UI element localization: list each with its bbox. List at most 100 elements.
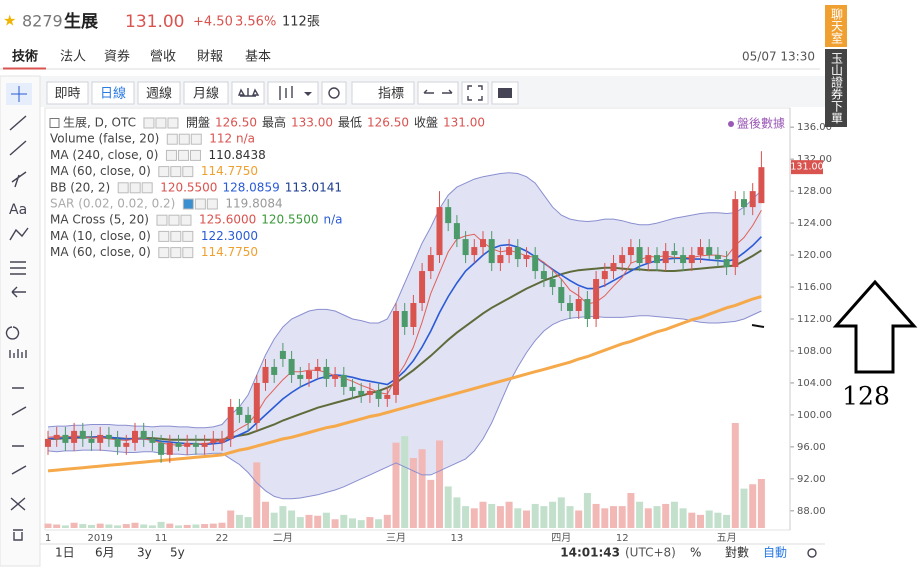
legend-control[interactable] — [156, 214, 168, 226]
range-button[interactable]: 3y — [137, 546, 152, 560]
legend-control[interactable] — [170, 247, 182, 259]
legend-control[interactable] — [182, 247, 194, 259]
volume-bar — [418, 449, 426, 528]
legend-control[interactable] — [170, 230, 182, 242]
fullscreen-button[interactable] — [461, 81, 489, 105]
legend-control[interactable] — [168, 214, 180, 226]
settings-icon[interactable] — [807, 548, 817, 558]
legend-label: MA (10, close, 0) — [50, 229, 151, 243]
volume-bar — [470, 508, 478, 528]
legend-control[interactable] — [141, 182, 153, 194]
volume-bar — [305, 514, 313, 528]
legend-value: n/a — [324, 213, 343, 227]
x-tick-label: 22 — [216, 533, 229, 544]
after-hours[interactable]: 盤後數據 — [737, 117, 785, 131]
candle-body — [219, 438, 225, 443]
tab[interactable]: 營收 — [150, 50, 176, 65]
volume-bar — [670, 501, 678, 528]
order-tag[interactable] — [825, 49, 847, 127]
scale-option[interactable]: % — [690, 546, 701, 560]
candle-body — [480, 239, 486, 248]
tab[interactable]: 資券 — [104, 49, 130, 65]
candle-body — [593, 279, 600, 319]
range-button[interactable]: 1日 — [55, 546, 75, 560]
drawing-tools[interactable] — [5, 115, 29, 541]
x-tick-label: 四月 — [551, 532, 571, 544]
legend-value: 131.00 — [443, 116, 485, 130]
volume-bar — [583, 493, 591, 528]
legend-control[interactable] — [182, 198, 194, 210]
tab[interactable]: 技術 — [12, 49, 38, 65]
order-tag-label: 玉山證券下單 — [830, 52, 844, 124]
chat-tag[interactable] — [825, 5, 847, 47]
undo-redo-icon — [423, 89, 453, 94]
legend-control[interactable] — [170, 166, 182, 178]
legend-control[interactable] — [177, 149, 189, 161]
volume-bar — [175, 525, 182, 528]
volume-bar — [757, 479, 765, 528]
toolbar-label: 即時 — [54, 87, 80, 102]
scale-option[interactable]: 自動 — [763, 546, 787, 560]
volume-bar — [262, 501, 269, 528]
legend-control[interactable] — [182, 166, 194, 178]
volume-bar — [601, 508, 609, 528]
legend-control[interactable] — [158, 247, 170, 259]
undo-redo-button[interactable] — [417, 81, 459, 105]
legend-value: 113.0141 — [285, 180, 342, 194]
tab[interactable]: 財報 — [197, 50, 223, 65]
legend-control[interactable] — [165, 149, 177, 161]
volume-bar — [349, 518, 356, 528]
legend-control[interactable] — [178, 133, 190, 145]
legend-control[interactable] — [143, 117, 155, 129]
volume-bar — [462, 506, 470, 528]
scale-option[interactable]: 對數 — [725, 546, 749, 560]
annotation-text: 128 — [842, 382, 890, 411]
collapse-icon[interactable] — [49, 118, 60, 128]
stock-name: 生展 — [64, 11, 98, 32]
compare-icon — [237, 88, 260, 97]
legend-control[interactable] — [158, 166, 170, 178]
volume-bar — [53, 524, 61, 528]
change: +4.50 — [193, 15, 233, 30]
volume-bar — [409, 458, 417, 528]
legend-control[interactable] — [129, 182, 141, 194]
legend-control[interactable] — [167, 117, 179, 129]
legend-control[interactable] — [166, 133, 178, 145]
legend-control[interactable] — [158, 230, 170, 242]
candle-body — [401, 311, 408, 327]
volume-bar — [383, 514, 391, 528]
legend-control[interactable] — [182, 230, 194, 242]
candle-body — [123, 442, 130, 447]
legend-control[interactable] — [206, 198, 218, 210]
legend-control[interactable] — [180, 214, 192, 226]
tab[interactable]: 基本 — [245, 50, 271, 65]
volume-bar — [618, 506, 626, 528]
legend-control[interactable] — [194, 198, 206, 210]
candle-body — [158, 442, 165, 455]
toolbar-button[interactable] — [91, 81, 135, 105]
toolbar-button[interactable] — [351, 81, 415, 105]
candle-body — [45, 438, 51, 447]
star[interactable]: ★ — [3, 12, 16, 30]
range-button[interactable]: 6月 — [95, 546, 115, 560]
text-tool[interactable]: Aa — [9, 202, 27, 218]
volume-bar — [279, 506, 287, 528]
legend-control[interactable] — [190, 133, 202, 145]
legend-control[interactable] — [117, 182, 129, 194]
toolbar-button[interactable] — [137, 81, 181, 105]
toolbar-button[interactable] — [46, 81, 89, 105]
legend-value: 119.8084 — [225, 197, 282, 211]
stock-code: 8279 — [22, 12, 63, 31]
toolbar-button[interactable] — [183, 81, 229, 105]
volume-bar — [140, 524, 148, 528]
legend-control[interactable] — [155, 117, 167, 129]
range-button[interactable]: 5y — [170, 546, 185, 560]
settings-button[interactable] — [321, 81, 347, 105]
volume-bar — [105, 524, 113, 528]
candle-body — [680, 255, 687, 264]
tab[interactable]: 法人 — [60, 50, 86, 65]
candle-body — [575, 299, 582, 312]
legend-control[interactable] — [189, 149, 201, 161]
volume-bar — [496, 506, 504, 528]
volume-bar — [731, 423, 739, 528]
